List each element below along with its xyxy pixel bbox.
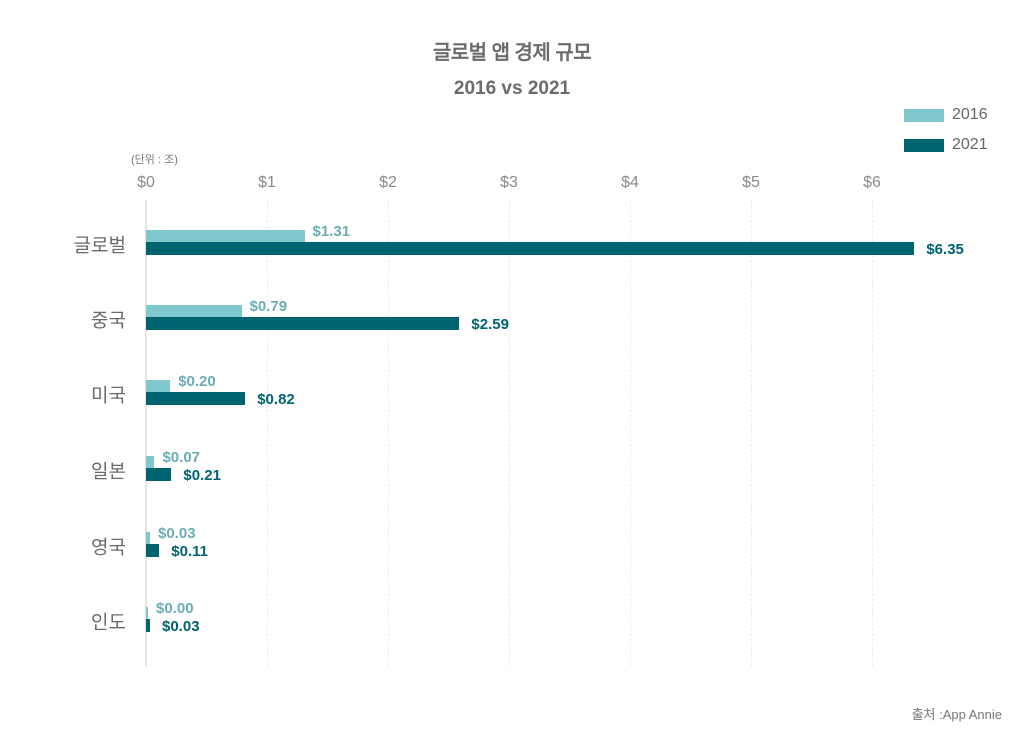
y-axis-line bbox=[145, 200, 147, 666]
gridline bbox=[872, 200, 873, 666]
category-label: 영국 bbox=[91, 537, 126, 559]
value-label-2016: $0.07 bbox=[162, 449, 201, 466]
legend-item-2021: 2021 bbox=[904, 130, 988, 160]
bar-2021 bbox=[146, 317, 460, 330]
chart-title: 글로벌 앱 경제 규모 bbox=[432, 42, 592, 64]
x-tick-label: $5 bbox=[742, 174, 760, 191]
category-label: 중국 bbox=[91, 310, 126, 332]
source-note: 출처 :App Annie bbox=[911, 707, 1002, 722]
bar-2016 bbox=[146, 230, 305, 242]
bar-2021 bbox=[146, 544, 160, 557]
bar-2016 bbox=[146, 305, 242, 317]
category-label: 글로벌 bbox=[73, 235, 126, 257]
value-label-2016: $1.31 bbox=[312, 223, 351, 240]
x-tick-label: $3 bbox=[500, 174, 518, 191]
gridline bbox=[630, 200, 631, 666]
legend-label-2016: 2016 bbox=[952, 106, 988, 123]
gridline bbox=[388, 200, 389, 666]
x-tick-label: $4 bbox=[621, 174, 639, 191]
category-label: 일본 bbox=[91, 461, 126, 483]
category-label: 인도 bbox=[91, 612, 126, 634]
x-tick-label: $0 bbox=[137, 174, 155, 191]
bar-2021 bbox=[146, 392, 246, 405]
value-label-2016: $0.79 bbox=[249, 298, 288, 315]
value-label-2016: $0.00 bbox=[156, 600, 194, 617]
gridline bbox=[267, 200, 268, 666]
x-tick-label: $1 bbox=[258, 174, 276, 191]
value-label-2016: $0.20 bbox=[178, 373, 216, 390]
unit-label: (단위 : 조) bbox=[131, 154, 178, 166]
legend-label-2021: 2021 bbox=[952, 136, 988, 153]
value-label-2021: $0.03 bbox=[162, 618, 200, 635]
value-label-2021: $2.59 bbox=[471, 316, 509, 333]
bar-2021 bbox=[146, 468, 172, 481]
gridline bbox=[751, 200, 752, 666]
category-label: 미국 bbox=[91, 385, 126, 407]
value-label-2021: $6.35 bbox=[926, 241, 964, 258]
bar-2016 bbox=[146, 380, 171, 392]
value-label-2021: $0.11 bbox=[171, 543, 209, 560]
bar-2021 bbox=[146, 619, 150, 632]
bar-2016 bbox=[146, 607, 148, 619]
legend-swatch-2016 bbox=[904, 108, 944, 122]
value-label-2021: $0.82 bbox=[257, 391, 295, 408]
legend-swatch-2021 bbox=[904, 138, 944, 152]
value-label-2021: $0.21 bbox=[183, 467, 221, 484]
x-tick-label: $2 bbox=[379, 174, 397, 191]
legend: 2016 2021 bbox=[904, 100, 988, 160]
legend-item-2016: 2016 bbox=[904, 100, 988, 130]
bar-2016 bbox=[146, 456, 155, 468]
chart-subtitle: 2016 vs 2021 bbox=[453, 78, 571, 99]
value-label-2016: $0.03 bbox=[158, 525, 196, 542]
x-tick-label: $6 bbox=[863, 174, 881, 191]
bar-2021 bbox=[146, 242, 915, 255]
gridline bbox=[509, 200, 510, 666]
bar-2016 bbox=[146, 532, 150, 544]
